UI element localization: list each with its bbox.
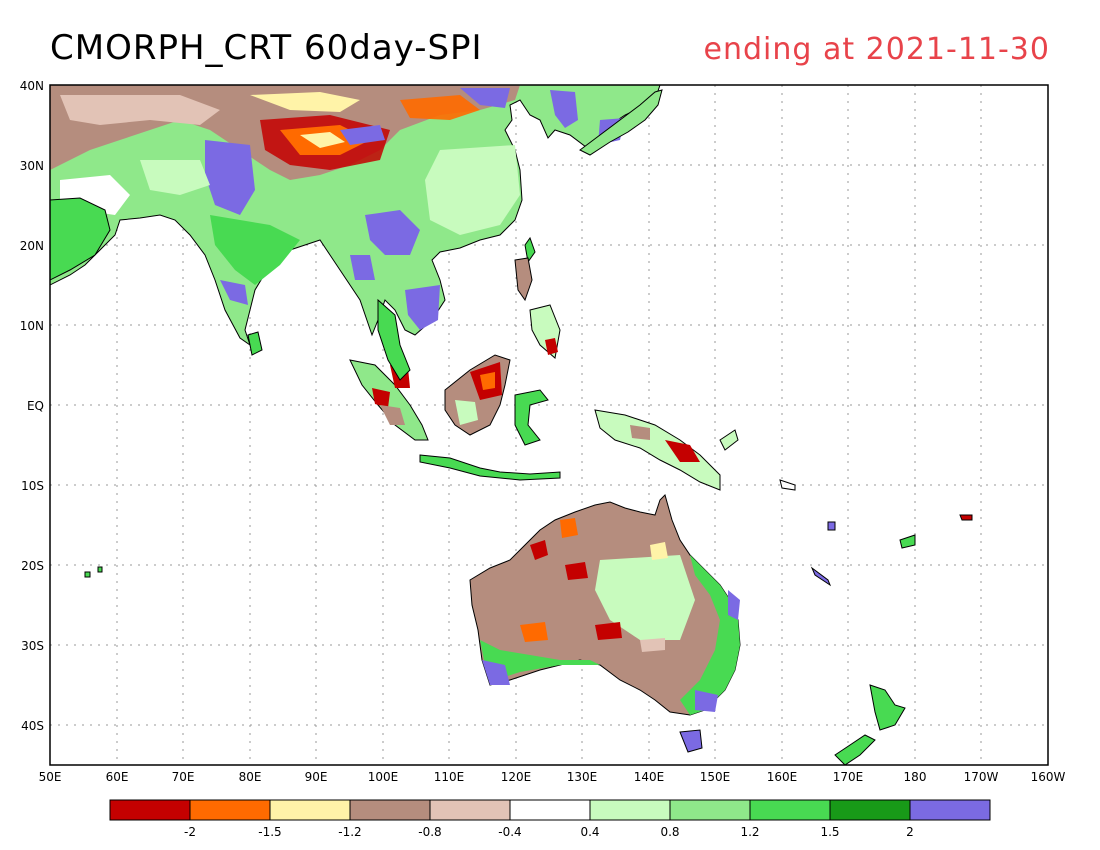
legend-swatch	[429, 799, 511, 821]
legend-label: 1.5	[820, 825, 839, 839]
srilanka-landmass	[247, 331, 263, 356]
borneo-landmass	[444, 354, 511, 436]
legend-swatch	[669, 799, 751, 821]
legend-swatch	[749, 799, 831, 821]
lon-label: 160E	[767, 770, 798, 784]
lon-label: 120E	[501, 770, 532, 784]
java-landmass	[419, 454, 561, 481]
lon-label: 180	[904, 770, 927, 784]
lat-label: EQ	[27, 399, 44, 413]
lon-label: 140E	[634, 770, 665, 784]
tasmania-landmass	[679, 729, 703, 753]
legend-label: -2	[184, 825, 196, 839]
map-frame	[49, 84, 1049, 766]
legend-label: -1.5	[258, 825, 281, 839]
legend-label: 0.8	[660, 825, 679, 839]
lat-label: 20S	[21, 559, 44, 573]
legend-label: 0.4	[580, 825, 599, 839]
color-legend: -2 -1.5 -1.2 -0.8 -0.4 0.4 0.8 1.2 1.5 2	[109, 799, 991, 839]
lat-label: 20N	[20, 239, 44, 253]
map-title: CMORPH_CRT 60day-SPI	[50, 28, 483, 68]
legend-swatch	[269, 799, 351, 821]
sulawesi-landmass	[514, 389, 549, 446]
asia-landmass	[50, 85, 661, 347]
legend-swatch	[909, 799, 991, 821]
lon-label: 70E	[172, 770, 195, 784]
lon-labels: 50E 60E 70E 80E 90E 100E 110E 120E 130E …	[39, 770, 1066, 784]
lat-label: 10S	[21, 479, 44, 493]
legend-label: 1.2	[740, 825, 759, 839]
legend-swatch	[189, 799, 271, 821]
lon-label: 90E	[305, 770, 328, 784]
legend-label: -0.4	[498, 825, 521, 839]
legend-swatch	[509, 799, 591, 821]
lon-label: 110E	[434, 770, 465, 784]
legend-label: -0.8	[418, 825, 441, 839]
legend-label: -1.2	[338, 825, 361, 839]
newguinea-landmass	[594, 409, 739, 491]
lon-label: 160W	[1031, 770, 1066, 784]
lon-label: 80E	[239, 770, 262, 784]
japan-landmass	[579, 89, 663, 156]
map-subtitle: ending at 2021-11-30	[703, 32, 1050, 67]
lon-label: 100E	[368, 770, 399, 784]
newzealand-landmass	[834, 684, 906, 765]
lat-label: 30S	[21, 639, 44, 653]
lat-label: 10N	[20, 319, 44, 333]
legend-label: 2	[906, 825, 914, 839]
lon-label: 50E	[39, 770, 62, 784]
philippines-landmass	[514, 257, 561, 359]
malaysia-landmass	[377, 298, 411, 381]
lat-label: 30N	[20, 159, 44, 173]
lat-label: 40N	[20, 79, 44, 93]
pacific-islands	[84, 479, 973, 587]
lon-label: 130E	[567, 770, 598, 784]
legend-swatch	[589, 799, 671, 821]
legend-swatch	[829, 799, 911, 821]
legend-swatch	[109, 799, 191, 821]
lon-label: 150E	[700, 770, 731, 784]
lat-label: 40S	[21, 719, 44, 733]
lat-labels: 40N 30N 20N 10N EQ 10S 20S 30S 40S	[20, 79, 44, 733]
lon-label: 170W	[964, 770, 999, 784]
taiwan-landmass	[524, 236, 536, 264]
lon-label: 170E	[833, 770, 864, 784]
legend-swatch	[349, 799, 431, 821]
australia-landmass	[469, 494, 741, 716]
map-area	[50, 85, 1048, 765]
lon-label: 60E	[106, 770, 129, 784]
